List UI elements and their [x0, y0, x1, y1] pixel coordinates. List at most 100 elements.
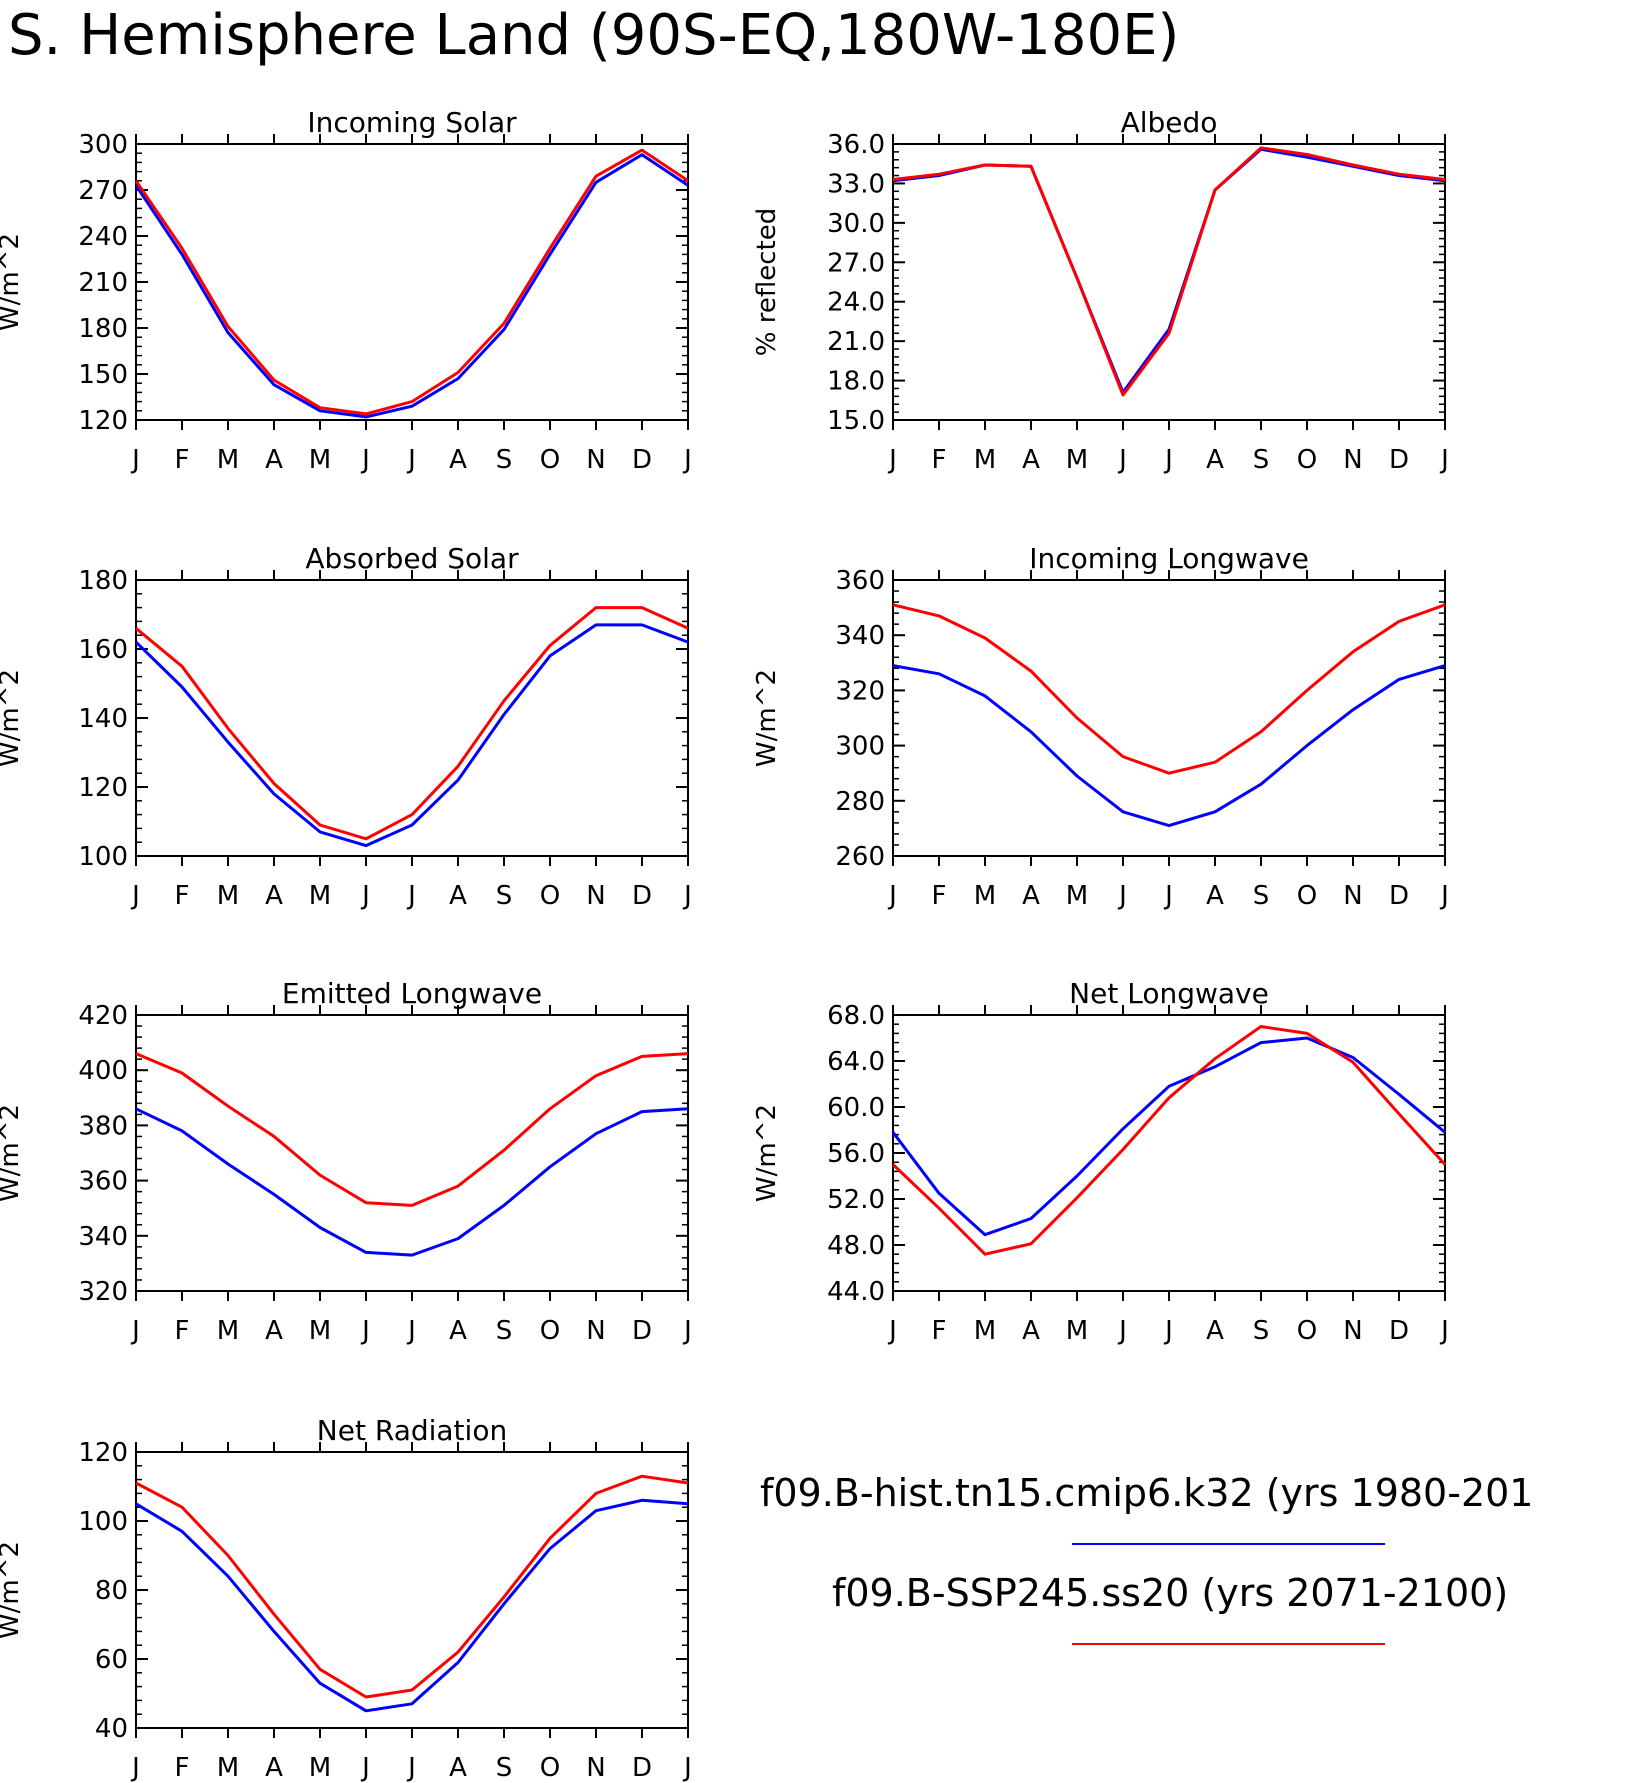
y-axis-label: % reflected: [752, 208, 782, 356]
y-tick-label: 380: [78, 1111, 128, 1141]
y-tick-label: 320: [835, 676, 885, 706]
y-tick-label: 180: [78, 566, 128, 596]
y-tick-label: 36.0: [827, 130, 885, 160]
series-line: [891, 1025, 1447, 1256]
y-tick-label: 240: [78, 222, 128, 252]
y-tick-label: 360: [78, 1167, 128, 1197]
x-tick-label: M: [1066, 445, 1088, 475]
y-tick-label: 21.0: [827, 327, 885, 357]
y-tick-label: 150: [78, 360, 128, 390]
y-tick-label: 52.0: [827, 1185, 885, 1215]
x-tick-label: J: [406, 1753, 416, 1783]
x-tick-label: J: [406, 445, 416, 475]
x-tick-label: N: [1343, 881, 1362, 911]
y-tick-label: 360: [835, 566, 885, 596]
y-axis-label: W/m^2: [0, 1104, 25, 1202]
x-tick-label: A: [265, 445, 283, 475]
y-tick-label: 140: [78, 704, 128, 734]
x-tick-label: A: [1206, 1316, 1224, 1346]
chart-panel: Albedo 15.0 18.0 21.0 24.0 27.0 30.0 33.0 36.0 J F…: [752, 106, 1449, 475]
x-tick-label: M: [217, 1316, 239, 1346]
y-tick-label: 56.0: [827, 1139, 885, 1169]
panel-title: Incoming Solar: [307, 106, 517, 139]
series-line: [892, 146, 1446, 397]
x-tick-label: F: [175, 881, 190, 911]
y-tick-label: 120: [78, 1438, 128, 1468]
x-tick-label: N: [586, 1316, 605, 1346]
x-tick-label: O: [1297, 445, 1317, 475]
x-tick-label: F: [175, 445, 190, 475]
x-tick-label: J: [1163, 1316, 1173, 1346]
panel-title: Absorbed Solar: [305, 542, 519, 575]
x-tick-label: F: [932, 881, 947, 911]
y-tick-label: 33.0: [827, 169, 885, 199]
x-tick-label: M: [217, 881, 239, 911]
x-tick-label: M: [974, 445, 996, 475]
x-tick-label: A: [449, 1753, 467, 1783]
y-axis-label: W/m^2: [0, 669, 25, 767]
x-tick-label: J: [360, 445, 370, 475]
x-tick-label: J: [1117, 881, 1127, 911]
panel-title: Net Longwave: [1069, 977, 1269, 1010]
y-tick-label: 27.0: [827, 248, 885, 278]
x-tick-label: D: [632, 445, 652, 475]
x-tick-label: N: [1343, 1316, 1362, 1346]
x-tick-label: J: [130, 1753, 140, 1783]
x-tick-label: N: [586, 881, 605, 911]
x-tick-label: S: [496, 1753, 513, 1783]
x-tick-label: M: [217, 445, 239, 475]
y-tick-label: 48.0: [827, 1231, 885, 1261]
y-tick-label: 30.0: [827, 209, 885, 239]
series-line: [891, 1036, 1446, 1237]
series-line: [135, 1052, 689, 1207]
plot-frame: [892, 143, 1446, 421]
y-tick-label: 340: [835, 621, 885, 651]
x-tick-label: J: [1439, 445, 1449, 475]
x-tick-label: M: [309, 445, 331, 475]
x-tick-label: M: [1066, 1316, 1088, 1346]
x-tick-label: N: [586, 1753, 605, 1783]
x-tick-label: J: [130, 445, 140, 475]
x-tick-label: J: [1439, 1316, 1449, 1346]
plot-frame: [892, 579, 1446, 857]
y-tick-label: 120: [78, 773, 128, 803]
x-tick-label: O: [540, 1753, 560, 1783]
plot-frame: [135, 1014, 689, 1292]
y-tick-label: 420: [78, 1001, 128, 1031]
x-tick-label: D: [632, 881, 652, 911]
y-tick-label: 60.0: [827, 1093, 885, 1123]
y-tick-label: 100: [78, 842, 128, 872]
x-tick-label: J: [1117, 445, 1127, 475]
y-tick-label: 180: [78, 314, 128, 344]
panel-title: Albedo: [1121, 106, 1218, 139]
legend-label-hist: f09.B-hist.tn15.cmip6.k32 (yrs 1980-201: [760, 1471, 1533, 1515]
x-tick-label: J: [406, 881, 416, 911]
x-tick-label: S: [1253, 445, 1270, 475]
x-tick-label: S: [1253, 1316, 1270, 1346]
series-line: [135, 1498, 689, 1713]
panel-title: Emitted Longwave: [282, 977, 542, 1010]
y-axis-label: W/m^2: [0, 233, 25, 331]
plot-frame: [135, 143, 689, 421]
x-tick-label: D: [632, 1753, 652, 1783]
y-tick-label: 280: [835, 787, 885, 817]
x-tick-label: J: [887, 445, 897, 475]
x-tick-label: O: [540, 445, 560, 475]
series-line: [134, 148, 689, 416]
x-tick-label: A: [449, 1316, 467, 1346]
x-tick-label: D: [1389, 881, 1409, 911]
x-tick-label: M: [309, 1316, 331, 1346]
chart-panel: Net Longwave 44.0 48.0 52.0 56.0 60.0 64.0 68.0…: [752, 977, 1449, 1346]
x-tick-label: M: [309, 1753, 331, 1783]
series-line: [892, 147, 1446, 394]
x-tick-label: O: [1297, 1316, 1317, 1346]
x-tick-label: S: [496, 881, 513, 911]
x-tick-label: J: [406, 1316, 416, 1346]
x-tick-label: J: [130, 881, 140, 911]
